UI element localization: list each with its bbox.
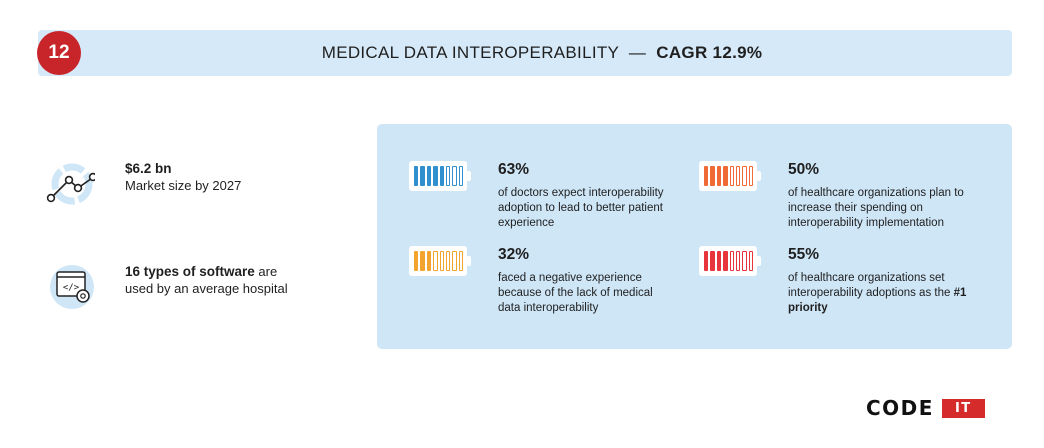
- battery-cell: [704, 166, 709, 186]
- battery-gauge: [409, 246, 471, 276]
- battery-cell: [729, 251, 734, 271]
- stat-negative-experience: 32% faced a negative experience because …: [409, 246, 689, 326]
- battery-cell: [426, 166, 432, 186]
- battery-cell: [445, 166, 451, 186]
- battery-cell: [452, 166, 457, 186]
- battery-cell: [704, 251, 709, 271]
- battery-cell: [742, 251, 747, 271]
- battery-cell: [414, 166, 419, 186]
- battery-cell: [420, 166, 425, 186]
- battery-cell: [433, 166, 438, 186]
- market-size-value: $6.2 bn: [125, 161, 172, 176]
- stat-description-text: of healthcare organizations set interope…: [788, 272, 951, 299]
- code-it-logo: CODE IT: [866, 396, 985, 420]
- page-title: MEDICAL DATA INTEROPERABILITY — CAGR 12.…: [0, 30, 1044, 76]
- battery-cell: [723, 251, 728, 271]
- logo-it-text: IT: [941, 398, 985, 418]
- stat-description-emphasis: #1 priority: [788, 287, 967, 314]
- battery-cell: [735, 251, 741, 271]
- battery-cell: [716, 251, 722, 271]
- battery-gauge: [699, 161, 761, 191]
- battery-cell: [748, 251, 753, 271]
- software-types-value: 16 types of software: [125, 264, 255, 279]
- battery-gauge: [699, 246, 761, 276]
- title-separator: —: [628, 43, 647, 62]
- battery-cell: [439, 166, 444, 186]
- title-text: MEDICAL DATA INTEROPERABILITY: [321, 43, 619, 62]
- stat-description: of healthcare organizations set interope…: [788, 271, 983, 316]
- cagr-value: CAGR 12.9%: [656, 43, 763, 62]
- battery-cell: [452, 251, 457, 271]
- stats-panel: 63% of doctors expect interoperability a…: [377, 124, 1012, 349]
- battery-cell: [723, 166, 728, 186]
- battery-cell: [729, 166, 734, 186]
- market-size-label: Market size by 2027: [125, 178, 242, 193]
- battery-cell: [742, 166, 747, 186]
- battery-cell: [433, 251, 438, 271]
- stat-description: of healthcare organizations plan to incr…: [788, 187, 964, 229]
- battery-cell: [748, 166, 753, 186]
- stat-description: of doctors expect interoperability adopt…: [498, 187, 664, 229]
- header-bar: [38, 30, 1012, 76]
- stat-percent: 55%: [788, 246, 820, 263]
- battery-cell: [710, 251, 715, 271]
- software-types-label: are used by an average hospital: [125, 264, 288, 296]
- logo-code-text: CODE: [866, 396, 934, 420]
- battery-cell: [439, 251, 444, 271]
- svg-text:</>: </>: [63, 283, 80, 293]
- battery-cell: [735, 166, 741, 186]
- battery-cell: [458, 251, 463, 271]
- code-window-icon: </>: [50, 265, 94, 309]
- stat-spending: 50% of healthcare organizations plan to …: [699, 161, 999, 231]
- battery-cell: [710, 166, 715, 186]
- stat-percent: 32%: [498, 246, 530, 263]
- section-number-badge: 12: [37, 31, 81, 75]
- battery-cell: [458, 166, 463, 186]
- stat-priority: 55% of healthcare organizations set inte…: [699, 246, 999, 326]
- battery-cell: [716, 166, 722, 186]
- battery-cell: [445, 251, 451, 271]
- battery-cell: [420, 251, 425, 271]
- stat-doctors: 63% of doctors expect interoperability a…: [409, 161, 689, 231]
- battery-cell: [414, 251, 419, 271]
- stat-percent: 63%: [498, 161, 530, 178]
- stat-percent: 50%: [788, 161, 820, 178]
- stat-description: faced a negative experience because of t…: [498, 272, 653, 314]
- battery-cell: [426, 251, 432, 271]
- battery-gauge: [409, 161, 471, 191]
- line-chart-icon: [46, 163, 95, 205]
